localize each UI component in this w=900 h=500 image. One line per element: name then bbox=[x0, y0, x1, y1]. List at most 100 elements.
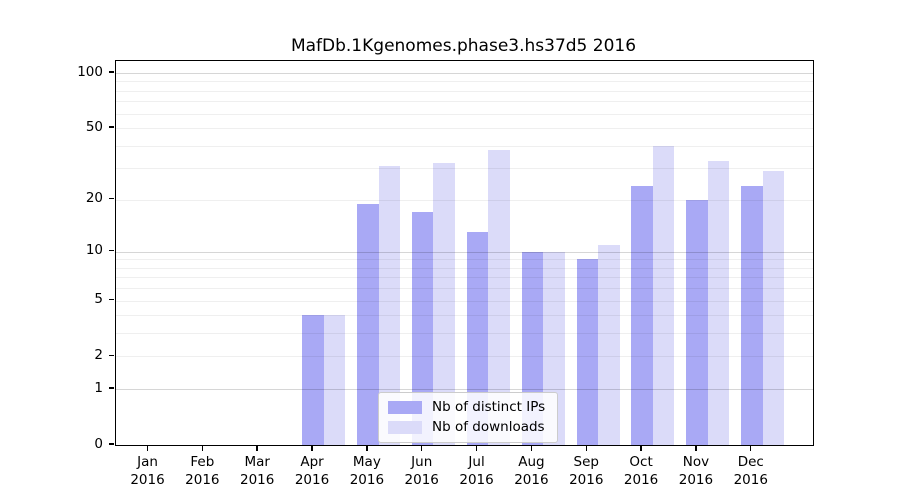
x-tick-label-mar: Mar 2016 bbox=[229, 454, 285, 489]
x-tick-label-jul: Jul 2016 bbox=[449, 454, 505, 489]
gridline-minor bbox=[116, 90, 813, 92]
legend-swatch-downloads bbox=[388, 421, 422, 434]
y-tick-label: 10 bbox=[85, 242, 103, 259]
bar-distinct-ips bbox=[302, 315, 324, 445]
y-tick-label: 5 bbox=[94, 291, 103, 308]
x-tick-month: Apr bbox=[300, 454, 324, 470]
x-tick-mark bbox=[750, 445, 752, 451]
x-tick-year: 2016 bbox=[349, 471, 385, 488]
bar-distinct-ips bbox=[741, 185, 763, 445]
y-tick-mark bbox=[109, 387, 114, 389]
gridline-minor bbox=[116, 288, 813, 290]
bar-distinct-ips bbox=[576, 259, 598, 445]
gridline-minor bbox=[116, 300, 813, 302]
y-tick-label: 50 bbox=[85, 118, 103, 135]
x-tick-mark bbox=[585, 445, 587, 451]
bar-downloads bbox=[598, 244, 620, 445]
gridline-minor bbox=[116, 128, 813, 130]
gridline-minor bbox=[116, 101, 813, 103]
gridline-minor bbox=[116, 259, 813, 261]
bar-distinct-ips bbox=[411, 212, 434, 445]
x-tick-month: Jun bbox=[411, 454, 433, 470]
legend: Nb of distinct IPs Nb of downloads bbox=[378, 392, 559, 443]
y-tick-label: 2 bbox=[94, 346, 103, 363]
bar-distinct-ips bbox=[357, 203, 379, 445]
x-tick-month: Dec bbox=[737, 454, 764, 470]
x-tick-month: Nov bbox=[682, 454, 710, 470]
x-tick-year: 2016 bbox=[240, 471, 275, 488]
x-tick-mark bbox=[640, 445, 642, 451]
gridline-minor bbox=[116, 199, 813, 201]
x-tick-label-sep: Sep 2016 bbox=[558, 454, 614, 489]
gridline-minor bbox=[116, 356, 813, 358]
x-tick-month: Aug bbox=[518, 454, 545, 470]
x-tick-label-dec: Dec 2016 bbox=[723, 454, 779, 489]
gridline-major bbox=[116, 73, 813, 75]
chart-title: MafDb.1Kgenomes.phase3.hs37d5 2016 bbox=[290, 36, 637, 56]
gridline-minor bbox=[116, 168, 813, 170]
x-tick-year: 2016 bbox=[404, 471, 439, 488]
x-tick-mark bbox=[421, 445, 423, 451]
x-tick-mark bbox=[475, 445, 478, 451]
x-tick-label-may: May 2016 bbox=[339, 454, 395, 489]
bar-downloads bbox=[762, 170, 785, 445]
plot-area bbox=[115, 60, 814, 446]
x-tick-month: Feb bbox=[190, 454, 215, 470]
bar-distinct-ips bbox=[466, 232, 489, 445]
bar-downloads bbox=[488, 149, 510, 445]
x-tick-mark bbox=[695, 445, 697, 451]
x-tick-label-oct: Oct 2016 bbox=[613, 454, 669, 489]
x-tick-year: 2016 bbox=[514, 471, 549, 488]
gridline-minor bbox=[116, 277, 813, 279]
x-tick-label-apr: Apr 2016 bbox=[284, 454, 340, 489]
x-tick-year: 2016 bbox=[623, 471, 659, 488]
gridline-major bbox=[116, 389, 813, 391]
bar-distinct-ips bbox=[686, 199, 708, 445]
gridline-minor bbox=[116, 113, 813, 115]
gridline-minor bbox=[116, 333, 813, 335]
x-tick-mark bbox=[530, 445, 533, 451]
bar-distinct-ips bbox=[631, 185, 653, 445]
x-tick-year: 2016 bbox=[294, 471, 330, 488]
x-tick-year: 2016 bbox=[459, 471, 494, 488]
legend-swatch-distinct-ips bbox=[388, 401, 422, 414]
legend-label-downloads: Nb of downloads bbox=[432, 419, 545, 435]
x-tick-month: Oct bbox=[629, 454, 653, 470]
x-tick-label-aug: Aug 2016 bbox=[503, 454, 559, 489]
y-tick-mark bbox=[109, 298, 114, 301]
x-tick-year: 2016 bbox=[130, 471, 165, 488]
y-tick-label: 20 bbox=[85, 190, 103, 207]
y-tick-mark bbox=[109, 71, 114, 73]
x-tick-year: 2016 bbox=[185, 471, 220, 488]
y-tick-label: 100 bbox=[77, 63, 103, 80]
x-tick-mark bbox=[146, 445, 149, 451]
x-tick-mark bbox=[201, 445, 204, 451]
gridline-minor bbox=[116, 315, 813, 317]
x-tick-month: May bbox=[352, 454, 381, 470]
y-tick-mark bbox=[109, 126, 114, 128]
y-tick-mark bbox=[109, 250, 114, 252]
bar-downloads bbox=[433, 163, 455, 445]
gridline-minor bbox=[116, 81, 813, 83]
x-tick-month: Sep bbox=[573, 454, 599, 470]
bar-downloads bbox=[652, 145, 675, 445]
x-tick-mark bbox=[311, 445, 313, 451]
gridline-major bbox=[116, 251, 813, 253]
x-tick-label-nov: Nov 2016 bbox=[668, 454, 724, 489]
y-tick-mark bbox=[109, 443, 114, 445]
bar-downloads bbox=[707, 160, 730, 445]
bar-downloads bbox=[378, 165, 401, 445]
x-tick-label-feb: Feb 2016 bbox=[174, 454, 230, 489]
gridline-minor bbox=[116, 145, 813, 147]
x-tick-month: Mar bbox=[244, 454, 270, 470]
x-tick-month: Jul bbox=[468, 454, 485, 470]
y-tick-label: 0 bbox=[94, 435, 103, 452]
legend-entry-distinct-ips: Nb of distinct IPs bbox=[388, 399, 545, 416]
x-tick-year: 2016 bbox=[678, 471, 714, 488]
y-tick-mark bbox=[109, 354, 114, 357]
bar-downloads bbox=[323, 315, 346, 445]
x-tick-month: Jan bbox=[137, 454, 158, 470]
y-tick-label: 1 bbox=[94, 379, 103, 396]
gridline-minor bbox=[116, 267, 813, 269]
